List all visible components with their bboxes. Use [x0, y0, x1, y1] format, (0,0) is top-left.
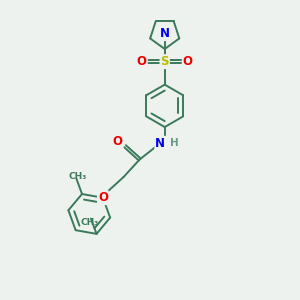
Text: CH₃: CH₃ — [80, 218, 99, 227]
Text: S: S — [160, 55, 169, 68]
Text: H: H — [170, 138, 178, 148]
Text: N: N — [160, 27, 170, 40]
Text: CH₃: CH₃ — [69, 172, 87, 181]
Text: O: O — [98, 191, 108, 204]
Text: O: O — [112, 135, 123, 148]
Text: O: O — [183, 55, 193, 68]
Text: O: O — [137, 55, 147, 68]
Text: N: N — [155, 137, 165, 150]
